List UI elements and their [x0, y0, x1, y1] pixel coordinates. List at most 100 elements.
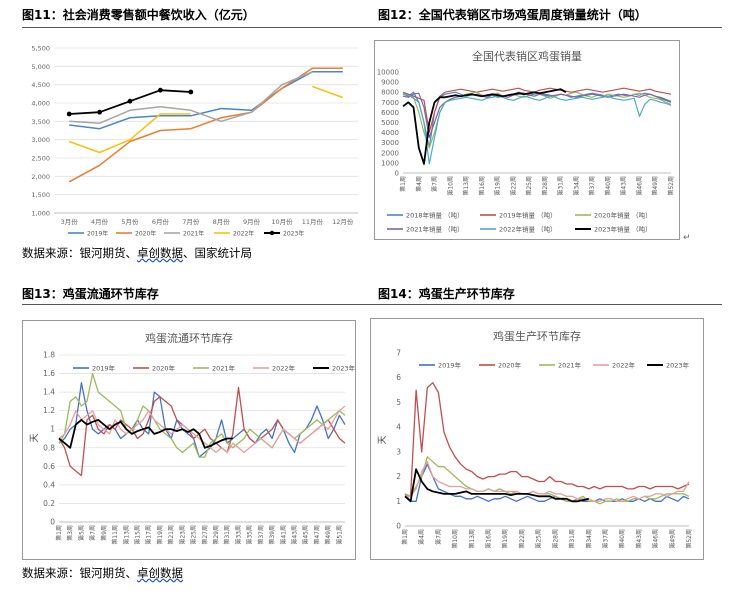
fig11-ytick-label: 2,000	[31, 173, 50, 181]
fig14-ytick-label: 0	[396, 522, 401, 531]
fig11-ytick-label: 2,500	[31, 155, 50, 163]
fig11-legend-marker	[269, 230, 275, 236]
fig12-xtick-label: 第40周	[604, 176, 612, 196]
fig14-ytick-label: 2	[396, 472, 401, 481]
fig14-xtick-label: 第28周	[551, 529, 559, 549]
fig12-ytick-label: 0	[395, 170, 399, 178]
fig14-ytick-label: 4	[396, 423, 401, 432]
fig13-legend-label: 2020年	[152, 364, 176, 373]
fig14-xtick-label: 第22周	[518, 529, 526, 549]
fig14-xtick-label: 第37周	[601, 529, 609, 549]
fig12-xtick-label: 第28周	[541, 176, 549, 196]
fig14-ytick-label: 6	[396, 373, 401, 382]
fig14-xtick-label: 第13周	[468, 529, 476, 549]
fig11-xtick-label: 10月份	[271, 217, 293, 226]
fig13-xtick-label: 第9周	[100, 525, 108, 541]
fig13-series-line	[58, 419, 233, 449]
fig12-xtick-label: 第7周	[431, 176, 439, 192]
fig12-title: 全国代表销区鸡蛋销量	[472, 49, 582, 63]
fig12-legend-label: 2021年销量 （吨）	[406, 225, 464, 234]
fig12-legend-label: 2019年销量 （吨）	[499, 211, 557, 220]
fig14-legend-label: 2022年	[612, 361, 636, 370]
fig14-series-line	[404, 468, 590, 503]
fig13-xtick-label: 第11周	[111, 525, 119, 545]
middle-rule	[22, 304, 722, 305]
fig13-xtick-label: 第45周	[302, 525, 310, 545]
fig11-series-point	[66, 111, 72, 117]
fig14-heading: 图14：鸡蛋生产环节库存	[378, 287, 515, 301]
fig12-ytick-label: 4000	[381, 129, 399, 137]
fig14-series-line	[404, 463, 690, 502]
fig11-series-line	[69, 71, 313, 124]
fig11-legend-label: 2019年	[87, 230, 108, 238]
fig14-xtick-label: 第16周	[485, 529, 493, 549]
fig12-series-line	[402, 91, 672, 149]
fig14-series-line	[404, 382, 690, 497]
fig13-ytick-label: 1.2	[43, 406, 55, 415]
fig12-legend-label: 2022年销量 （吨）	[499, 225, 557, 234]
fig11-xtick-label: 11月份	[302, 217, 324, 226]
fig12-ytick-label: 10000	[377, 69, 399, 77]
fig12-xtick-label: 第49周	[651, 176, 659, 196]
fig13-xtick-label: 第5周	[77, 525, 85, 541]
fig13-xtick-label: 第31周	[223, 525, 231, 545]
fig11-legend-label: 2021年	[183, 230, 204, 238]
fig12-svg: 全国代表销区鸡蛋销量 0 1000 2000 3000 4000 5000 6000 7000 8…	[377, 49, 675, 234]
fig12-xtick-label: 第19周	[494, 176, 502, 196]
fig13-ylabel: 天	[30, 433, 40, 442]
fig14-xtick-label: 第4周	[418, 529, 426, 545]
fig13-xtick-label: 第33周	[234, 525, 242, 545]
fig14-ytick-label: 3	[396, 447, 401, 456]
fig12-series-line	[402, 88, 567, 165]
fig11-xtick-label: 7月份	[182, 217, 200, 226]
fig14-xtick-label: 第46周	[652, 529, 660, 549]
fig11-series-point	[188, 89, 194, 95]
fig12-ytick-label: 6000	[381, 109, 399, 117]
fig13-xtick-label: 第13周	[122, 525, 130, 545]
fig12-ytick-label: 1000	[381, 159, 399, 167]
fig14-legend-label: 2021年	[558, 361, 582, 370]
fig13-xtick-label: 第7周	[89, 525, 97, 541]
fig12-xtick-label: 第52周	[667, 176, 675, 196]
fig13-ytick-label: 1.6	[43, 369, 55, 378]
fig11-ytick-label: 1,000	[31, 210, 50, 218]
fig11-xtick-label: 8月份	[213, 217, 231, 226]
fig12-series-line	[402, 92, 672, 165]
top-rule	[22, 27, 722, 28]
fig12-legend-label: 2020年销量 （吨）	[594, 211, 652, 220]
fig12-legend-label: 2023年销量 （吨）	[594, 225, 652, 234]
fig13-series-line	[58, 382, 346, 458]
fig13-ytick-label: 1.8	[43, 351, 55, 360]
fig11-ytick-label: 4,000	[31, 100, 50, 108]
fig11-xtick-label: 3月份	[61, 217, 79, 226]
fig14-title: 鸡蛋生产环节库存	[493, 329, 581, 343]
fig13-xtick-label: 第1周	[55, 525, 63, 541]
fig11-series-line	[68, 85, 344, 154]
fig14-xtick-label: 第25周	[535, 529, 543, 549]
fig13-legend-label: 2022年	[272, 364, 296, 373]
fig14-xtick-label: 第1周	[401, 529, 409, 545]
fig11-series-point	[97, 109, 102, 115]
fig13-xtick-label: 第19周	[156, 525, 164, 545]
return-mark: ↵	[683, 233, 691, 243]
fig14-xtick-label: 第31周	[568, 529, 576, 549]
fig11-ytick-label: 1,500	[31, 191, 50, 199]
fig13-legend-label: 2021年	[212, 364, 236, 373]
fig13-xtick-label: 第17周	[145, 525, 153, 545]
fig13-xtick-label: 第49周	[324, 525, 332, 545]
fig12-xtick-label: 第25周	[525, 176, 533, 196]
fig13-ytick-label: 1.4	[43, 388, 55, 397]
fig12-xtick-label: 第1周	[399, 176, 407, 192]
fig12-ytick-label: 2000	[381, 149, 399, 157]
fig11-svg: 1,000 1,500 2,000 2,500 3,000 3,500 4,000 4,500…	[31, 45, 358, 238]
fig12-chart: 全国代表销区鸡蛋销量 0 1000 2000 3000 4000 5000 6000 7000 8…	[374, 40, 680, 240]
fig11-legend-label: 2022年	[233, 230, 254, 238]
source-top: 数据来源：银河期货、卓创数据、国家统计局	[22, 245, 252, 261]
fig11-legend-label: 2020年	[135, 230, 156, 238]
fig13-heading: 图13：鸡蛋流通环节库存	[22, 287, 159, 301]
fig11-series-point	[158, 87, 163, 93]
fig13-xtick-label: 第29周	[212, 525, 220, 545]
fig14-ytick-label: 1	[396, 497, 401, 506]
fig11-xtick-label: 6月份	[152, 217, 170, 226]
